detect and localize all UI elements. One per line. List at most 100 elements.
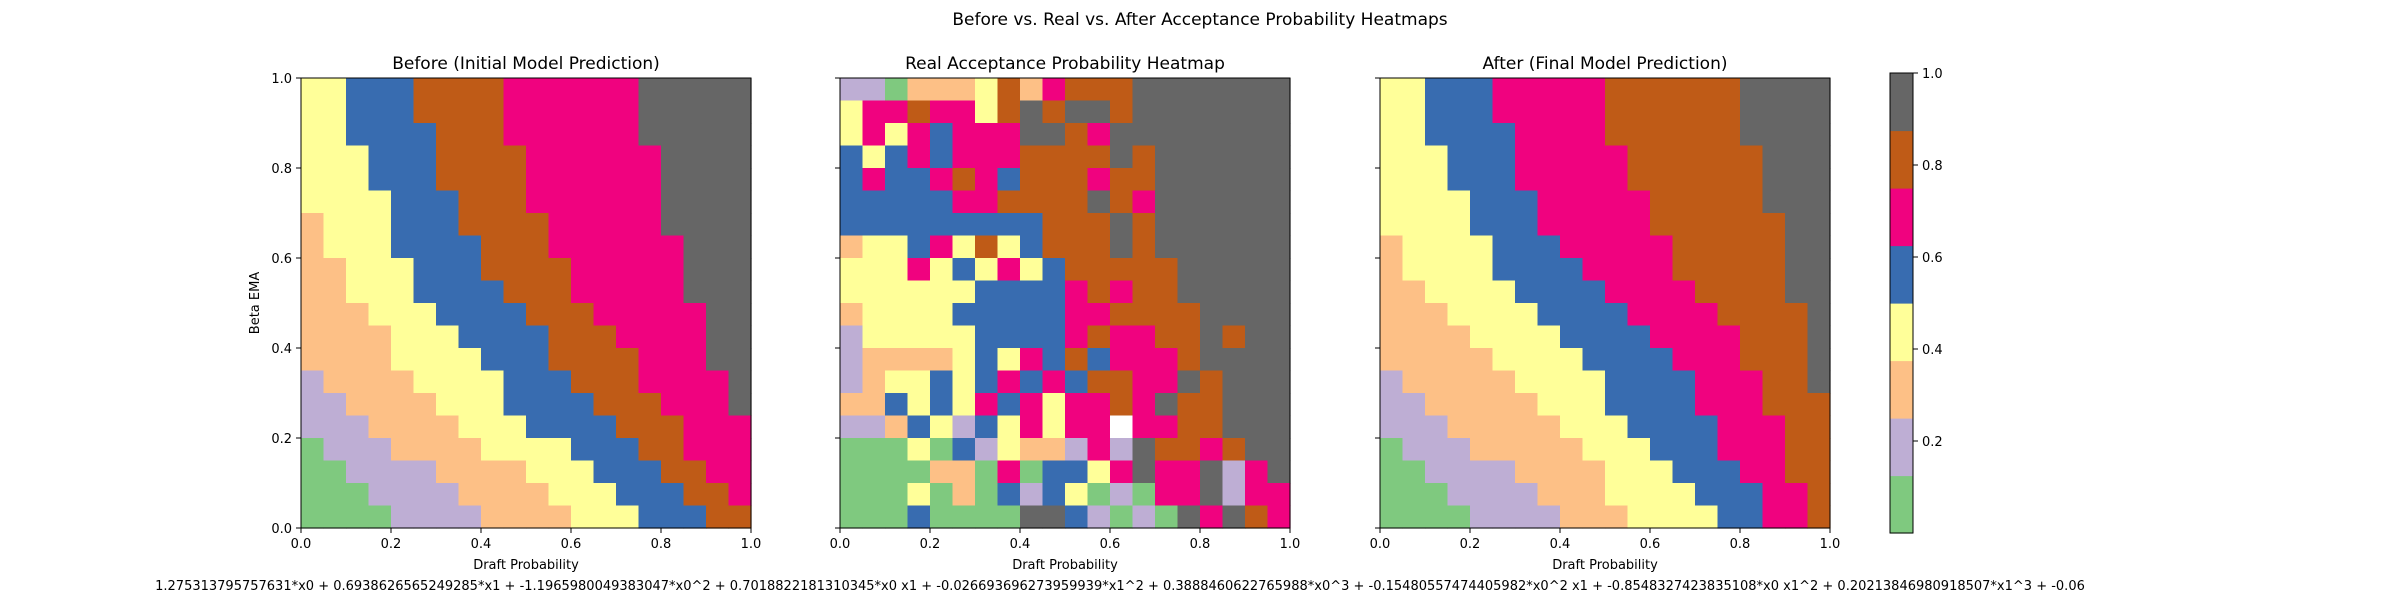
heatmap-cell xyxy=(1605,438,1629,462)
heatmap-cell xyxy=(1267,483,1291,507)
heatmap-cell xyxy=(1740,258,1764,282)
heatmap-cell xyxy=(1380,258,1404,282)
heatmap-cell xyxy=(638,348,662,372)
heatmap-cell xyxy=(1380,303,1404,327)
heatmap-cell xyxy=(1515,123,1539,147)
heatmap-cell xyxy=(1110,258,1134,282)
heatmap-cell xyxy=(1245,168,1269,192)
heatmap-cell xyxy=(323,190,347,214)
heatmap-cell xyxy=(368,168,392,192)
heatmap-cell xyxy=(368,190,392,214)
heatmap-cell xyxy=(1695,145,1719,169)
x-tick-label: 0.0 xyxy=(1370,537,1391,552)
heatmap-cell xyxy=(526,348,550,372)
heatmap-cell xyxy=(1447,78,1471,102)
heatmap-cell xyxy=(1537,348,1561,372)
heatmap-cell xyxy=(571,235,595,259)
heatmap-cell xyxy=(1402,460,1426,484)
heatmap-cell xyxy=(1155,505,1179,529)
heatmap-cell xyxy=(1605,168,1629,192)
heatmap-cell xyxy=(1560,325,1584,349)
heatmap-cell xyxy=(1560,280,1584,304)
heatmap-cell xyxy=(1627,325,1651,349)
heatmap-cell xyxy=(930,145,954,169)
heatmap-cell xyxy=(1627,168,1651,192)
heatmap-cell xyxy=(930,325,954,349)
heatmap-cell xyxy=(1695,393,1719,417)
heatmap-cell xyxy=(1785,213,1809,237)
heatmap-cell xyxy=(885,190,909,214)
heatmap-cell xyxy=(1650,100,1674,124)
heatmap-cell xyxy=(1740,280,1764,304)
heatmap-cell xyxy=(1492,145,1516,169)
heatmap-cell xyxy=(840,505,864,529)
heatmap-cell xyxy=(1447,325,1471,349)
heatmap-cell xyxy=(503,190,527,214)
heatmap-cell xyxy=(1740,460,1764,484)
heatmap-cell xyxy=(1065,280,1089,304)
heatmap-cell xyxy=(1672,123,1696,147)
heatmap-cell xyxy=(1380,280,1404,304)
heatmap-cell xyxy=(885,303,909,327)
heatmap-cell xyxy=(1582,393,1606,417)
heatmap-cell xyxy=(1762,460,1786,484)
heatmap-cell xyxy=(862,190,886,214)
panel-real-cells xyxy=(840,78,1291,529)
heatmap-cell xyxy=(1762,123,1786,147)
heatmap-cell xyxy=(1042,348,1066,372)
heatmap-cell xyxy=(1470,505,1494,529)
heatmap-cell xyxy=(930,303,954,327)
heatmap-cell xyxy=(503,168,527,192)
heatmap-cell xyxy=(1582,190,1606,214)
heatmap-cell xyxy=(907,370,931,394)
heatmap-cell xyxy=(1425,325,1449,349)
heatmap-cell xyxy=(706,438,730,462)
heatmap-cell xyxy=(1065,145,1089,169)
heatmap-cell xyxy=(323,168,347,192)
heatmap-cell xyxy=(1447,100,1471,124)
heatmap-cell xyxy=(323,370,347,394)
heatmap-cell xyxy=(1470,415,1494,439)
heatmap-cell xyxy=(1155,190,1179,214)
heatmap-cell xyxy=(1020,145,1044,169)
heatmap-cell xyxy=(907,280,931,304)
heatmap-cell xyxy=(1042,325,1066,349)
heatmap-cell xyxy=(1177,168,1201,192)
heatmap-cell xyxy=(1222,280,1246,304)
heatmap-cell xyxy=(840,235,864,259)
heatmap-cell xyxy=(1065,325,1089,349)
heatmap-cell xyxy=(1717,123,1741,147)
heatmap-cell xyxy=(1537,460,1561,484)
heatmap-cell xyxy=(1537,303,1561,327)
heatmap-cell xyxy=(1020,100,1044,124)
heatmap-cell xyxy=(346,303,370,327)
heatmap-cell xyxy=(1627,483,1651,507)
panel-before-x-ticks: 0.0 0.2 0.4 0.6 0.8 1.0 xyxy=(291,528,761,552)
heatmap-cell xyxy=(661,258,685,282)
heatmap-cell xyxy=(616,370,640,394)
heatmap-cell xyxy=(1762,303,1786,327)
heatmap-cell xyxy=(323,438,347,462)
heatmap-cell xyxy=(368,145,392,169)
heatmap-cell xyxy=(862,505,886,529)
panel-real-y-ticks xyxy=(835,77,840,529)
colorbar-tick-label: 0.4 xyxy=(1922,343,1943,358)
heatmap-cell xyxy=(1672,325,1696,349)
panel-before-xlabel: Draft Probability xyxy=(473,558,579,573)
heatmap-cell xyxy=(1807,483,1831,507)
heatmap-cell xyxy=(413,235,437,259)
heatmap-cell xyxy=(1020,235,1044,259)
heatmap-cell xyxy=(1740,393,1764,417)
heatmap-cell xyxy=(1200,438,1224,462)
panel-before: Before (Initial Model Prediction) 0.0 0.2… xyxy=(248,54,761,573)
heatmap-cell xyxy=(862,348,886,372)
heatmap-cell xyxy=(368,78,392,102)
heatmap-cell xyxy=(1515,78,1539,102)
heatmap-cell xyxy=(1177,190,1201,214)
heatmap-cell xyxy=(683,235,707,259)
heatmap-cell xyxy=(391,460,415,484)
heatmap-cell xyxy=(1177,415,1201,439)
heatmap-cell xyxy=(1537,145,1561,169)
heatmap-cell xyxy=(1402,190,1426,214)
heatmap-cell xyxy=(1222,168,1246,192)
